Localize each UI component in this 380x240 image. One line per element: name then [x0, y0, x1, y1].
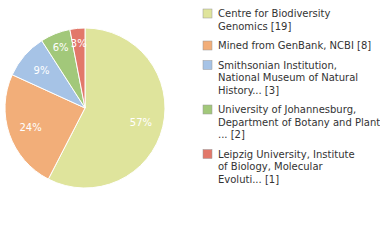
- legend: Centre for BiodiversityGenomics [19] Mine…: [203, 8, 380, 185]
- legend-label: Centre for BiodiversityGenomics [19]: [218, 8, 331, 32]
- data-labels: 57% 24% 9% 6%3%: [19, 38, 152, 133]
- data-label: 57%: [130, 117, 152, 128]
- legend-swatch: [203, 61, 212, 70]
- chart: 57% 24% 9% 6%3% Centre for BiodiversityGenom…: [0, 0, 380, 240]
- legend-label: University of Johannesburg,Department of…: [218, 104, 380, 140]
- legend-label: Leipzig University, Instituteof Biology,…: [218, 149, 355, 185]
- pie: [5, 28, 165, 188]
- data-label: 3%: [71, 38, 87, 49]
- legend-swatch: [203, 41, 212, 50]
- legend-swatch: [203, 105, 212, 114]
- legend-label: Mined from GenBank, NCBI [8]: [218, 40, 371, 51]
- data-label: 9%: [34, 65, 50, 76]
- legend-swatch: [203, 9, 212, 18]
- data-label: 24%: [19, 122, 41, 133]
- legend-label: Smithsonian Institution,National Museum …: [218, 60, 358, 96]
- legend-swatch: [203, 150, 212, 159]
- data-label: 6%: [53, 42, 69, 53]
